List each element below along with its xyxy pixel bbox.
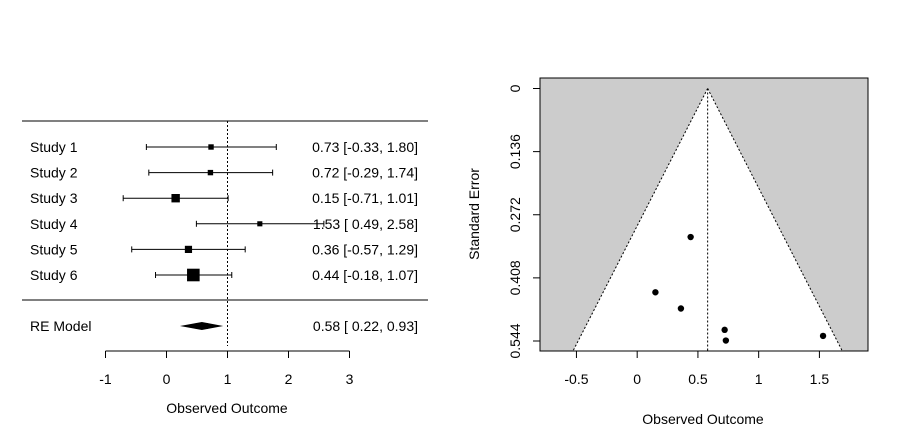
forest-summary-text: 0.58 [ 0.22, 0.93] [313,318,418,334]
funnel-plot: -0.5 0 0.5 1 1.5 0 0.136 0.272 0.408 0.544 Obser… [466,77,869,427]
funnel-study-point [722,337,730,344]
forest-study-label: Study 2 [30,165,78,181]
funnel-y-tick-label: 0.544 [507,323,523,358]
forest-point-estimate [257,221,263,227]
funnel-x-tick-label: 1 [755,371,763,387]
funnel-y-axis-title: Standard Error [466,168,482,260]
funnel-study-point [721,326,728,334]
forest-tick-label: -1 [99,371,112,387]
forest-summary-label: RE Model [30,318,91,334]
forest-tick-label: 1 [224,371,232,387]
forest-point-estimate [208,144,214,150]
forest-estimate-text: 0.44 [-0.18, 1.07] [312,267,418,283]
forest-point-estimate [171,194,180,203]
funnel-x-tick-label: 0 [633,371,641,387]
funnel-x-tick-label: -0.5 [564,371,588,387]
forest-study-label: Study 1 [30,139,78,155]
forest-study-label: Study 4 [30,216,78,232]
funnel-right-boundary [707,88,843,352]
funnel-study-point [677,305,685,312]
forest-estimate-text: 0.15 [-0.71, 1.01] [312,190,418,206]
funnel-left-boundary [572,88,709,352]
funnel-x-axis: -0.5 0 0.5 1 1.5 [564,351,829,387]
forest-tick-label: 2 [285,371,293,387]
forest-summary-marker [195,323,208,329]
funnel-y-tick-label: 0.408 [507,260,523,295]
forest-x-axis-title: Observed Outcome [166,400,288,416]
funnel-y-tick-label: 0.272 [507,197,523,232]
forest-study-label: Study 3 [30,190,78,206]
forest-summary-row: RE Model 0.58 [ 0.22, 0.93] [30,318,418,334]
forest-estimate-text: 0.72 [-0.29, 1.74] [312,165,418,181]
forest-study-row: Study 4 1.53 [ 0.49, 2.58] [30,216,418,232]
forest-study-row: Study 6 0.44 [-0.18, 1.07] [30,267,418,283]
forest-point-estimate [207,169,214,176]
forest-study-row: Study 3 0.15 [-0.71, 1.01] [30,190,418,206]
forest-x-axis: -1 0 1 2 3 [99,350,354,387]
forest-study-label: Study 5 [30,241,78,257]
forest-estimate-text: 0.36 [-0.57, 1.29] [312,241,418,257]
funnel-study-point [819,332,827,340]
forest-study-row: Study 5 0.36 [-0.57, 1.29] [30,241,418,257]
forest-point-estimate [184,245,193,253]
funnel-x-tick-label: 0.5 [688,371,708,387]
funnel-x-tick-label: 1.5 [810,371,830,387]
funnel-x-axis-title: Observed Outcome [642,411,764,427]
forest-tick-label: 0 [163,371,171,387]
forest-plot: Study 1 0.73 [-0.33, 1.80] Study 2 0.72 [-0… [22,120,428,416]
funnel-study-point [687,233,694,241]
funnel-study-point [652,289,659,296]
funnel-pseudo-ci-region [572,88,843,351]
forest-study-row: Study 2 0.72 [-0.29, 1.74] [30,165,418,181]
forest-estimate-text: 1.53 [ 0.49, 2.58] [313,216,418,232]
funnel-y-tick-label: 0 [507,84,523,92]
forest-study-label: Study 6 [30,267,78,283]
forest-estimate-text: 0.73 [-0.33, 1.80] [312,139,418,155]
funnel-y-tick-label: 0.136 [507,134,523,169]
funnel-y-axis: 0 0.136 0.272 0.408 0.544 [507,84,540,359]
forest-study-row: Study 1 0.73 [-0.33, 1.80] [30,139,418,155]
forest-tick-label: 3 [346,371,354,387]
forest-point-estimate [187,268,200,282]
